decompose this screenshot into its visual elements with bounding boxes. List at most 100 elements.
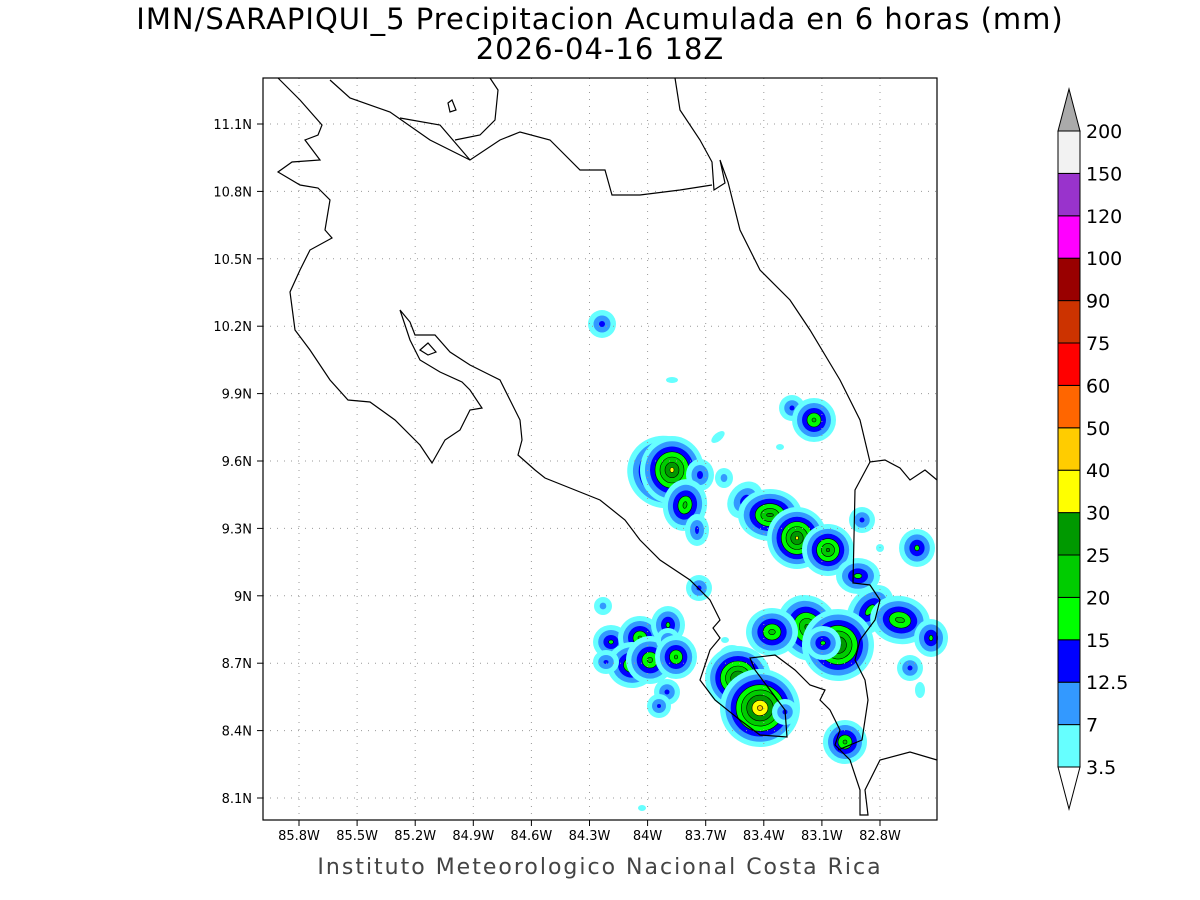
map-title: IMN/SARAPIQUI_5 Precipitacion Acumulada … xyxy=(136,2,1064,36)
pacific-coastline xyxy=(276,77,938,816)
precip-cell xyxy=(870,595,930,645)
lon-tick-label: 85.8W xyxy=(278,829,320,844)
precip-contour xyxy=(711,431,725,443)
precip-cell xyxy=(638,805,646,811)
precip-contour xyxy=(697,471,703,479)
footer-credit: Instituto Meteorologico Nacional Costa R… xyxy=(317,855,883,880)
precipitation-layer xyxy=(588,310,948,811)
precip-contour xyxy=(682,501,688,509)
precip-contour xyxy=(666,377,678,383)
precip-contour xyxy=(842,739,848,745)
lon-tick-label: 85.2W xyxy=(394,829,436,844)
precip-cell xyxy=(802,524,854,576)
lat-tick-label: 9.3N xyxy=(222,522,252,537)
lat-tick-label: 8.7N xyxy=(222,657,252,672)
precip-contour xyxy=(766,512,774,518)
colorbar-swatch xyxy=(1057,300,1081,344)
precip-contour xyxy=(608,639,614,645)
precip-contour xyxy=(599,602,607,610)
precip-cell xyxy=(899,529,935,567)
lon-tick-label: 83.7W xyxy=(685,829,727,844)
precip-contour xyxy=(859,517,865,523)
lat-tick-label: 8.4N xyxy=(222,725,252,740)
colorbar-swatch xyxy=(1057,427,1081,471)
precip-contour xyxy=(669,467,675,473)
colorbar-label: 90 xyxy=(1086,291,1110,313)
precip-contour xyxy=(795,535,799,541)
colorbar-swatch xyxy=(1057,257,1081,302)
precip-contour xyxy=(915,682,925,698)
colorbar-swatch xyxy=(1057,512,1081,556)
precip-contour xyxy=(657,704,661,708)
precip-contour xyxy=(895,616,905,624)
lake-island xyxy=(418,99,457,356)
colorbar-label: 150 xyxy=(1086,163,1122,185)
precip-contour xyxy=(674,654,678,660)
lon-tick-label: 83.4W xyxy=(743,829,785,844)
precip-cell xyxy=(914,619,948,657)
colorbar-label: 12.5 xyxy=(1086,672,1128,694)
colorbar-swatch xyxy=(1057,596,1081,641)
precip-cell xyxy=(915,682,925,698)
colorbar-under-arrow xyxy=(1057,766,1081,811)
colorbar-label: 15 xyxy=(1086,630,1110,652)
precip-cell xyxy=(686,575,712,601)
precip-cell xyxy=(715,468,733,488)
precip-cell xyxy=(647,694,671,718)
colorbar-label: 40 xyxy=(1086,460,1110,482)
precip-contour xyxy=(789,405,795,411)
colorbar-label: 100 xyxy=(1086,248,1122,270)
colorbar-label: 30 xyxy=(1086,503,1110,525)
colorbar-swatch xyxy=(1057,342,1081,386)
lon-tick-label: 84.3W xyxy=(569,829,611,844)
precip-contour xyxy=(664,689,670,695)
nicaragua-border xyxy=(399,117,713,196)
precip-cell xyxy=(792,398,836,442)
axis-labels: 85.8W 85.5W 85.2W 84.9W 84.6W 84.3W 84W 83.7W 83… xyxy=(213,118,901,844)
colorbar-label: 120 xyxy=(1086,206,1122,228)
colorbar-swatch xyxy=(1057,681,1081,726)
precip-contour xyxy=(907,665,913,671)
precip-contour xyxy=(820,640,826,646)
precip-cell xyxy=(823,720,867,764)
colorbar-swatch xyxy=(1057,384,1081,429)
precip-cell xyxy=(666,377,678,383)
lon-tick-label: 82.8W xyxy=(859,829,901,844)
colorbar-label: 60 xyxy=(1086,375,1110,397)
precip-contour xyxy=(665,621,671,629)
precip-contour xyxy=(928,634,934,642)
colorbar-swatch xyxy=(1057,639,1081,683)
precip-contour xyxy=(720,474,728,482)
map-subtitle: 2026-04-16 18Z xyxy=(475,32,725,66)
precip-cell xyxy=(593,650,619,674)
caribbean-coastline xyxy=(674,77,938,481)
lat-tick-label: 11.1N xyxy=(213,118,252,133)
lat-tick-label: 9.9N xyxy=(222,388,252,403)
lat-tick-label: 10.2N xyxy=(213,320,252,335)
colorbar-label: 50 xyxy=(1086,418,1110,440)
lon-tick-label: 84.6W xyxy=(510,829,552,844)
nicaragua-lake-shore xyxy=(329,77,499,161)
coastlines xyxy=(276,77,938,816)
precip-cell xyxy=(776,444,784,450)
panama-border xyxy=(837,461,881,751)
precip-contour xyxy=(695,526,699,534)
colorbar-swatch xyxy=(1057,469,1081,514)
precip-cell xyxy=(685,514,709,546)
colorbar-swatch xyxy=(1057,215,1081,259)
colorbar-label: 3.5 xyxy=(1086,757,1116,779)
precip-cell xyxy=(746,608,798,656)
precip-contour xyxy=(825,547,831,553)
lon-tick-label: 84W xyxy=(633,829,663,844)
colorbar-label: 200 xyxy=(1086,121,1122,143)
map-frame xyxy=(262,77,938,821)
colorbar-over-arrow xyxy=(1057,87,1081,132)
precip-contour xyxy=(721,637,729,643)
precip-contour xyxy=(776,444,784,450)
colorbar-swatch xyxy=(1057,130,1081,174)
precip-contour xyxy=(914,544,920,552)
lat-tick-label: 9N xyxy=(234,590,252,605)
colorbar-label: 25 xyxy=(1086,545,1110,567)
lon-tick-label: 84.9W xyxy=(452,829,494,844)
precip-cell xyxy=(711,431,725,443)
